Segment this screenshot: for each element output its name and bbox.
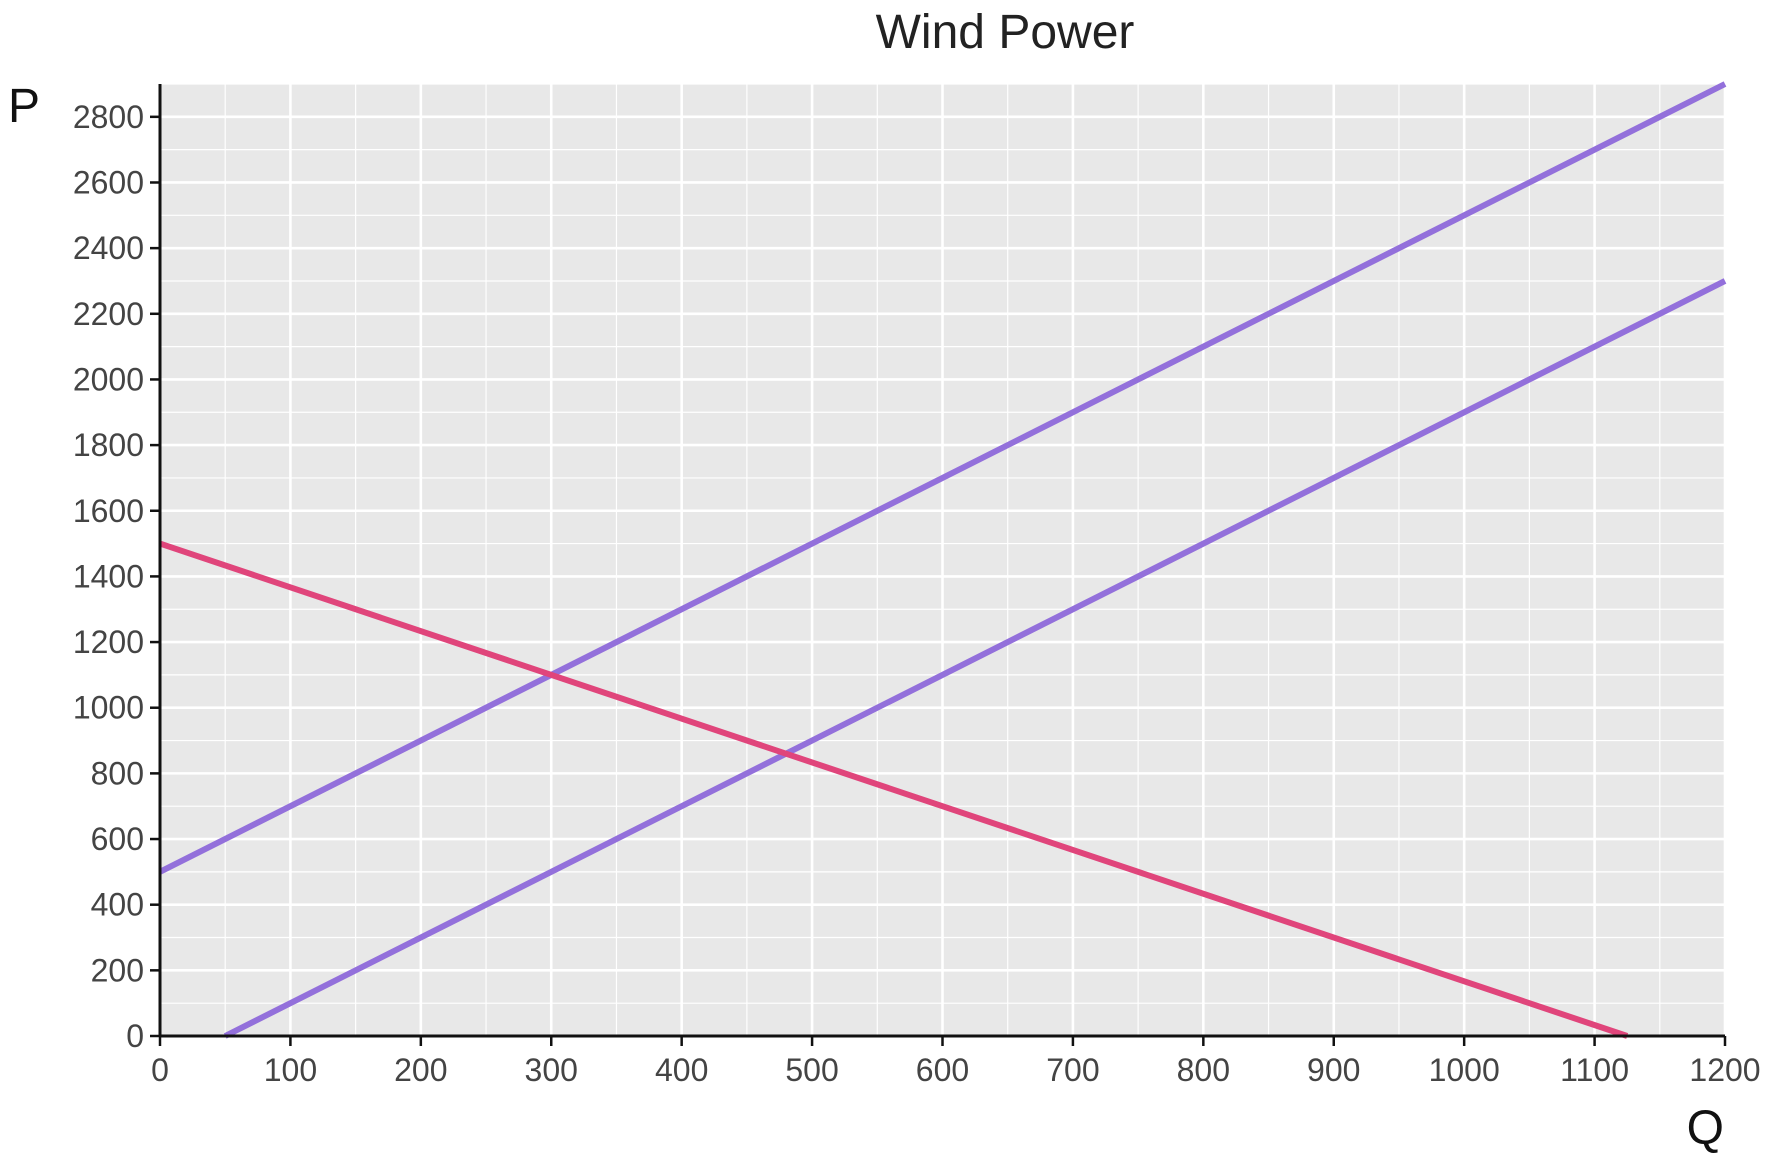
y-tick-label: 1600 <box>73 493 144 529</box>
x-tick-label: 800 <box>1177 1052 1230 1088</box>
y-tick-label: 2200 <box>73 296 144 332</box>
y-tick-label: 0 <box>126 1018 144 1054</box>
y-tick-label: 400 <box>91 887 144 923</box>
y-tick-label: 200 <box>91 952 144 988</box>
y-tick-label: 1400 <box>73 558 144 594</box>
y-tick-label: 2600 <box>73 164 144 200</box>
x-tick-label: 700 <box>1046 1052 1099 1088</box>
chart-title: Wind Power <box>876 6 1135 59</box>
y-tick-label: 2000 <box>73 361 144 397</box>
series-layer <box>158 81 1727 1039</box>
y-tick-label: 800 <box>91 755 144 791</box>
x-tick-label: 400 <box>655 1052 708 1088</box>
x-tick-label: 900 <box>1307 1052 1360 1088</box>
y-tick-label: 1200 <box>73 624 144 660</box>
series-line-1 <box>158 81 1727 875</box>
y-axis-ticks: 0 200 400 600 800 1000 1200 1400 1600 1800 2000 220… <box>73 99 160 1054</box>
x-tick-label: 0 <box>151 1052 169 1088</box>
x-tick-label: 500 <box>785 1052 838 1088</box>
x-tick-label: 1200 <box>1689 1052 1760 1088</box>
x-tick-label: 1000 <box>1429 1052 1500 1088</box>
x-tick-label: 100 <box>264 1052 317 1088</box>
y-tick-label: 2400 <box>73 230 144 266</box>
y-axis-label: P <box>8 80 40 133</box>
x-tick-label: 200 <box>394 1052 447 1088</box>
y-tick-label: 2800 <box>73 99 144 135</box>
x-tick-label: 300 <box>525 1052 578 1088</box>
y-tick-label: 1000 <box>73 690 144 726</box>
x-tick-label: 1100 <box>1560 1052 1629 1088</box>
y-tick-label: 1800 <box>73 427 144 463</box>
y-tick-label: 600 <box>91 821 144 857</box>
series-line-3 <box>159 540 1629 1039</box>
x-tick-label: 600 <box>916 1052 969 1088</box>
x-axis-ticks: 0 100 200 300 400 500 600 700 800 900 1000 1100 1200 <box>151 1036 1761 1088</box>
x-axis-label: Q <box>1687 1102 1724 1155</box>
series-line-2 <box>223 278 1727 1039</box>
